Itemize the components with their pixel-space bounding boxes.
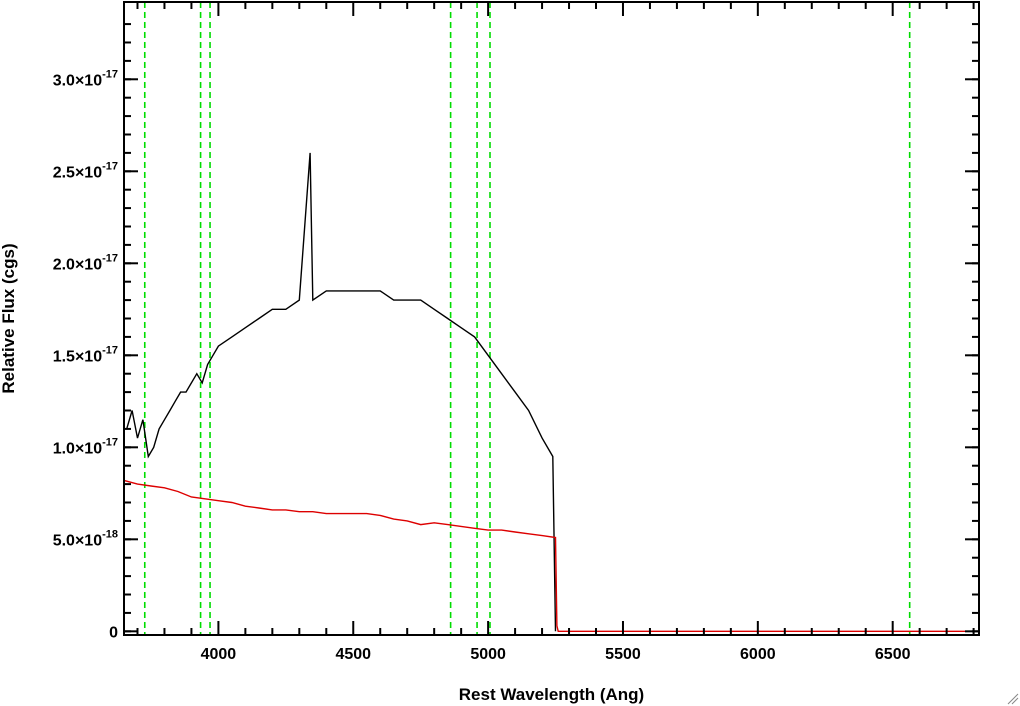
emission-line-markers [143,2,911,635]
x-tick-label: 5500 [605,646,641,663]
x-tick-label: 5000 [470,646,506,663]
data-series [123,152,979,632]
spectrum-series [126,152,557,632]
axis-ticks [124,2,979,635]
y-tick-label: 1.0×10-17 [53,436,118,457]
x-tick-label: 4500 [335,646,371,663]
plot-frame [123,1,980,636]
resize-grip-icon[interactable] [1007,693,1019,705]
y-tick-labels: 0 5.0×10-18 1.0×10-17 1.5×10-17 2.0×10-17 2.5… [53,68,118,641]
y-axis-title: Relative Flux (cgs) [0,243,18,393]
y-tick-label: 0 [109,624,118,641]
y-tick-label: 2.5×10-17 [53,160,118,181]
x-tick-label: 6500 [875,646,911,663]
x-tick-labels: 4000 4500 5000 5500 6000 6500 [201,646,911,663]
x-tick-label: 4000 [201,646,237,663]
y-tick-label: 5.0×10-18 [53,528,118,549]
spectrum-series [123,479,979,632]
x-axis-title: Rest Wavelength (Ang) [459,685,644,704]
x-tick-label: 6000 [740,646,776,663]
y-tick-label: 2.0×10-17 [53,252,118,273]
y-tick-label: 3.0×10-17 [53,68,118,89]
y-tick-label: 1.5×10-17 [53,344,118,365]
